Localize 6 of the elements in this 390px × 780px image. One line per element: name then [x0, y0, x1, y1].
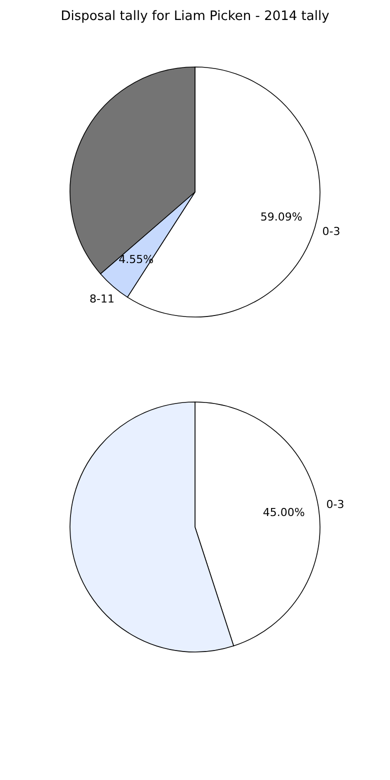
data-label: 59.09%: [260, 210, 302, 224]
data-label: 45.00%: [262, 506, 305, 519]
slice-label: 0-3: [322, 225, 340, 238]
slice-label: 0-3: [326, 498, 344, 511]
chart-title: Disposal tally for Liam Picken - 2014 tally: [60, 9, 330, 24]
slice-label: 8-11: [90, 292, 114, 306]
